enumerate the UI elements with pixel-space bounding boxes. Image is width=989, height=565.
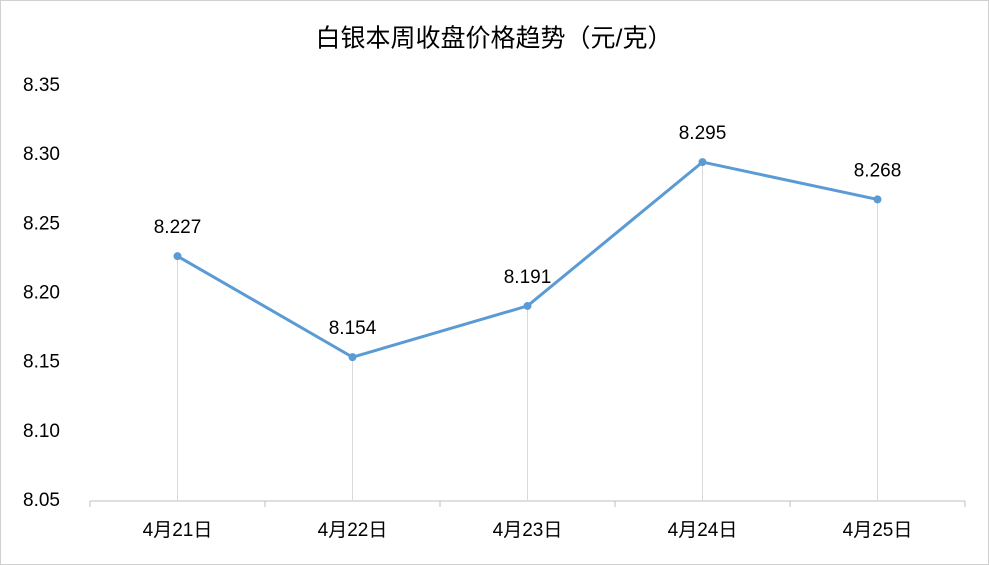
x-tick-label: 4月23日 [493, 520, 563, 541]
y-tick-label: 8.35 [23, 75, 60, 96]
point [523, 301, 532, 310]
x-tick-label: 4月22日 [318, 520, 388, 541]
y-tick-label: 8.10 [23, 421, 60, 442]
y-tick-label: 8.30 [23, 144, 60, 165]
point [348, 353, 357, 362]
x-tick-label: 4月25日 [843, 520, 913, 541]
chart-title: 白银本周收盘价格趋势（元/克） [316, 25, 673, 53]
y-tick-label: 8.05 [23, 490, 60, 511]
value-label: 8.268 [854, 160, 902, 181]
value-label: 8.295 [679, 123, 727, 144]
x-tick-label: 4月24日 [668, 520, 738, 541]
value-label: 8.227 [154, 217, 202, 238]
y-tick-label: 8.20 [23, 283, 60, 304]
value-label: 8.191 [504, 267, 552, 288]
y-tick-label: 8.25 [23, 213, 60, 234]
y-tick-label: 8.15 [23, 352, 60, 373]
point [173, 252, 182, 261]
point [873, 195, 882, 204]
point [698, 158, 707, 167]
value-label: 8.154 [329, 318, 377, 339]
x-tick-label: 4月21日 [143, 520, 213, 541]
